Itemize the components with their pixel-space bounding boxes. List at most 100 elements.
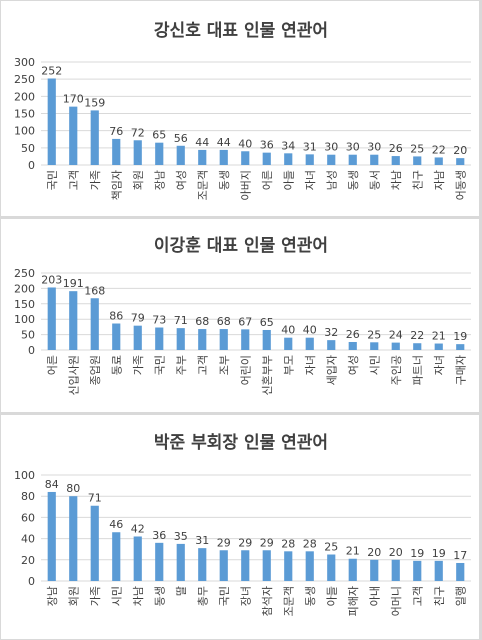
data-label: 170 <box>63 93 84 106</box>
data-label: 28 <box>303 537 317 550</box>
category-label: 주인공 <box>390 355 403 385</box>
category-label: 동생 <box>304 586 317 606</box>
category-label: 동료 <box>110 355 123 375</box>
data-label: 40 <box>303 324 317 337</box>
category-label: 회원 <box>67 586 80 606</box>
data-label: 46 <box>109 518 123 531</box>
data-label: 68 <box>217 315 231 328</box>
category-label: 남성 <box>325 170 338 190</box>
bar <box>284 153 293 165</box>
bar <box>434 157 443 165</box>
category-label: 가족 <box>89 170 102 190</box>
data-label: 29 <box>260 536 274 549</box>
category-label: 친구 <box>411 170 424 190</box>
category-label: 고객 <box>67 170 80 190</box>
bar-chart-3: 박준 부회장 인물 연관어 0 20 40 60 80 100 84 장남 80 회원 71 가족 46 시… <box>14 433 471 616</box>
data-label: 168 <box>84 284 105 297</box>
data-label: 30 <box>367 141 381 154</box>
bar <box>133 325 142 350</box>
chart-title: 박준 부회장 인물 연관어 <box>154 433 328 453</box>
category-label: 구매자 <box>454 355 467 385</box>
category-label: 시민 <box>110 586 123 606</box>
bar <box>456 158 465 165</box>
data-label: 29 <box>238 536 252 549</box>
bar <box>348 558 357 581</box>
data-label: 24 <box>389 329 403 342</box>
data-label: 72 <box>131 126 145 139</box>
bar <box>155 142 164 165</box>
bar <box>241 151 250 165</box>
bar <box>219 550 228 581</box>
chart-title: 강신호 대표 인물 연관어 <box>154 21 328 41</box>
category-label: 어린이 <box>239 355 252 385</box>
data-label: 29 <box>217 536 231 549</box>
category-label: 가족 <box>132 355 145 375</box>
category-label: 시민 <box>368 355 381 375</box>
bar <box>413 343 422 350</box>
data-label: 32 <box>324 326 338 339</box>
chart-panel-3: 박준 부회장 인물 연관어 0 20 40 60 80 100 84 장남 80 회원 71 가족 46 시… <box>1 415 479 639</box>
data-label: 20 <box>367 546 381 559</box>
y-tick-label: 40 <box>21 533 35 546</box>
category-label: 조문객 <box>196 170 209 200</box>
category-label: 조부 <box>218 355 231 375</box>
category-label: 여성 <box>347 355 360 375</box>
category-label: 아버지 <box>239 170 252 200</box>
category-label: 피해자 <box>346 586 360 616</box>
bar <box>434 343 443 350</box>
category-label: 고객 <box>196 355 209 375</box>
category-label: 가족 <box>89 586 102 606</box>
category-label: 어머니 <box>390 586 403 616</box>
category-label: 아들 <box>282 170 295 190</box>
bar <box>305 337 314 350</box>
data-label: 71 <box>88 492 102 505</box>
bar <box>133 140 142 165</box>
data-label: 21 <box>432 330 446 343</box>
y-tick-label: 200 <box>14 90 35 103</box>
category-label: 국민 <box>153 355 166 375</box>
data-label: 19 <box>453 330 467 343</box>
bar <box>391 559 400 581</box>
category-label: 부모 <box>282 355 295 375</box>
bar <box>176 328 185 350</box>
data-label: 40 <box>238 137 252 150</box>
category-label: 책임자 <box>110 170 123 200</box>
category-label: 동생 <box>347 170 360 190</box>
y-tick-label: 0 <box>28 575 35 588</box>
data-label: 65 <box>152 129 166 142</box>
bar <box>198 329 207 350</box>
category-label: 회원 <box>132 170 145 190</box>
data-label: 84 <box>45 478 59 491</box>
data-label: 76 <box>109 125 123 138</box>
data-label: 42 <box>131 522 145 535</box>
data-label: 26 <box>346 328 360 341</box>
y-tick-label: 100 <box>14 313 35 326</box>
data-label: 44 <box>195 136 209 149</box>
category-label: 신입사원 <box>67 355 80 395</box>
bar <box>198 548 207 581</box>
y-tick-label: 20 <box>21 554 35 567</box>
bar <box>90 298 99 350</box>
data-label: 28 <box>281 537 295 550</box>
data-label: 30 <box>324 141 338 154</box>
data-label: 35 <box>174 530 188 543</box>
bar <box>262 152 271 165</box>
data-label: 79 <box>131 312 145 325</box>
data-label: 17 <box>453 549 467 562</box>
bar <box>69 106 78 165</box>
bar <box>370 342 379 350</box>
bar <box>112 532 121 581</box>
bar <box>69 496 78 581</box>
category-label: 자녀 <box>304 170 317 190</box>
data-label: 191 <box>63 277 84 290</box>
category-label: 여성 <box>175 170 188 190</box>
category-label: 참석자 <box>261 586 274 616</box>
category-label: 조문객 <box>282 586 295 616</box>
category-label: 친구 <box>433 586 446 606</box>
category-label: 세입자 <box>325 355 338 385</box>
category-label: 파트너 <box>411 355 424 385</box>
bar <box>305 154 314 165</box>
bar <box>456 562 465 581</box>
bar <box>370 154 379 165</box>
data-label: 67 <box>238 315 252 328</box>
